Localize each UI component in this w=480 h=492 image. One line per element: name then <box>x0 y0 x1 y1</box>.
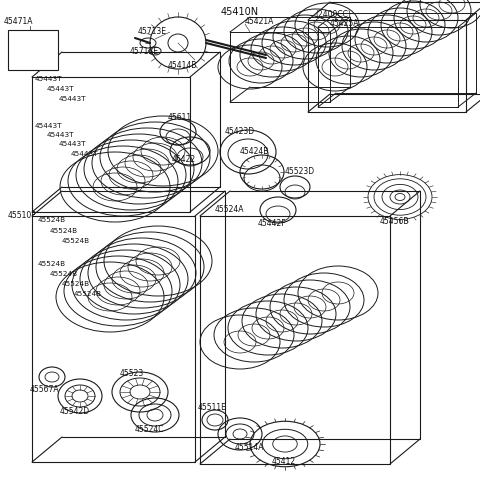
Text: 45443T: 45443T <box>47 86 74 92</box>
Text: 45443T: 45443T <box>59 141 86 147</box>
Text: 45456B: 45456B <box>380 217 409 226</box>
Text: 45713E: 45713E <box>130 48 159 57</box>
Text: 45412: 45412 <box>272 458 296 466</box>
Text: 45422: 45422 <box>172 155 196 164</box>
Text: 45524B: 45524B <box>38 261 66 267</box>
Text: (2400CC): (2400CC) <box>315 9 351 19</box>
Text: 45443T: 45443T <box>71 151 98 157</box>
Text: 45421A: 45421A <box>245 18 275 27</box>
Text: 45567A: 45567A <box>30 385 60 394</box>
Text: 45510F: 45510F <box>8 211 36 219</box>
Text: 45511E: 45511E <box>198 402 227 411</box>
Text: 45523: 45523 <box>120 369 144 378</box>
Text: 45713E: 45713E <box>138 28 167 36</box>
Text: 45424B: 45424B <box>240 148 269 156</box>
Text: 45442F: 45442F <box>258 219 287 228</box>
Text: 45514A: 45514A <box>235 443 264 453</box>
Text: 45524B: 45524B <box>50 228 78 234</box>
Text: 45611: 45611 <box>168 114 192 123</box>
Text: 45524C: 45524C <box>135 426 165 434</box>
Text: 45524A: 45524A <box>215 205 244 214</box>
Text: 45443T: 45443T <box>35 76 62 82</box>
Text: 45542D: 45542D <box>60 407 90 417</box>
Text: 45410N: 45410N <box>221 7 259 17</box>
Text: 45425A: 45425A <box>330 19 360 28</box>
Text: 45524B: 45524B <box>38 217 66 223</box>
Text: 45471A: 45471A <box>4 18 34 27</box>
Text: 45423D: 45423D <box>225 127 255 136</box>
Bar <box>8 30 58 70</box>
Text: 45443T: 45443T <box>35 123 62 129</box>
Text: 45443T: 45443T <box>47 132 74 138</box>
Text: 45414B: 45414B <box>168 62 197 70</box>
Text: 45524B: 45524B <box>62 281 90 287</box>
Text: 45524B: 45524B <box>62 238 90 244</box>
Text: 45523D: 45523D <box>285 167 315 177</box>
Text: 45524B: 45524B <box>50 271 78 277</box>
Text: 45524B: 45524B <box>74 291 102 297</box>
Text: 45443T: 45443T <box>59 96 86 102</box>
